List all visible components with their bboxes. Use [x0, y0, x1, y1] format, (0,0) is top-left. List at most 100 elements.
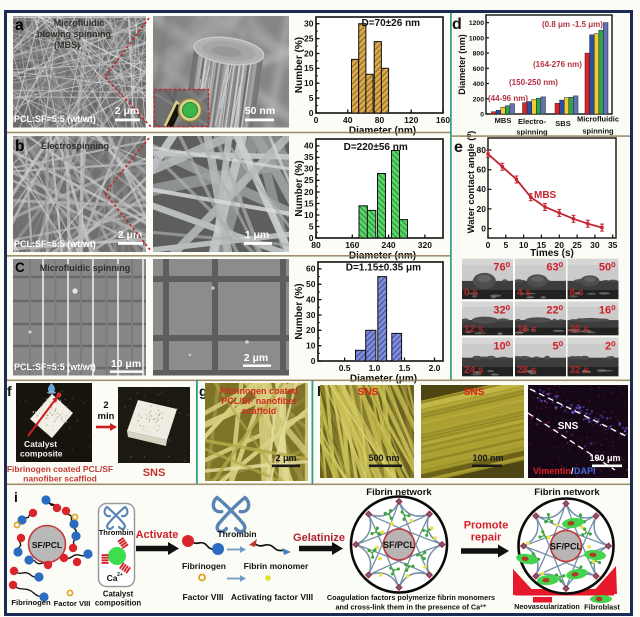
svg-text:0: 0	[309, 108, 314, 118]
svg-text:100 nm: 100 nm	[472, 453, 503, 463]
svg-text:30: 30	[304, 164, 314, 174]
svg-text:20: 20	[306, 325, 316, 335]
svg-text:Times (s): Times (s)	[530, 248, 574, 259]
svg-text:Fibrin monomer: Fibrin monomer	[244, 561, 309, 571]
svg-text:Fibrinogen: Fibrinogen	[11, 598, 51, 607]
svg-text:50: 50	[306, 279, 316, 289]
svg-text:10 μm: 10 μm	[111, 358, 141, 370]
svg-text:40: 40	[306, 294, 316, 304]
svg-text:10: 10	[304, 78, 314, 88]
svg-text:(0.8 μm -1.5 μm): (0.8 μm -1.5 μm)	[542, 20, 603, 29]
svg-text:15: 15	[304, 63, 314, 73]
svg-text:Fibrinogen: Fibrinogen	[182, 561, 226, 571]
svg-text:2: 2	[103, 400, 108, 411]
svg-text:35: 35	[608, 240, 618, 250]
svg-text:5: 5	[309, 221, 314, 231]
svg-text:and cross-link them in the pre: and cross-link them in the presence of C…	[335, 603, 486, 612]
svg-text:12 s: 12 s	[464, 324, 484, 335]
svg-text:0: 0	[314, 115, 319, 125]
svg-text:Activate: Activate	[136, 529, 179, 541]
svg-text:a: a	[15, 17, 24, 34]
svg-text:Coagulation factors polymerize: Coagulation factors polymerize fibrin mo…	[327, 593, 495, 602]
svg-text:30: 30	[304, 18, 314, 28]
svg-text:240: 240	[381, 240, 395, 250]
svg-text:(164-276 nm): (164-276 nm)	[533, 60, 582, 69]
svg-text:PCL:SF=5:5 (wt/wt): PCL:SF=5:5 (wt/wt)	[14, 239, 96, 249]
svg-text:spinning: spinning	[516, 128, 548, 137]
svg-text:Fibrin network: Fibrin network	[534, 487, 600, 498]
svg-text:20: 20	[304, 48, 314, 58]
svg-text:SNS: SNS	[358, 387, 379, 398]
svg-text:PCL/SF nanofiber: PCL/SF nanofiber	[221, 396, 297, 406]
svg-text:Neovascularization: Neovascularization	[514, 602, 580, 611]
svg-text:e: e	[454, 139, 463, 156]
svg-text:80: 80	[311, 240, 321, 250]
svg-text:/: /	[571, 466, 574, 476]
svg-text:2.0: 2.0	[429, 363, 441, 373]
svg-text:Electrospinning: Electrospinning	[41, 141, 109, 151]
svg-text:Catalyst: Catalyst	[24, 439, 57, 449]
svg-text:composite: composite	[20, 449, 63, 459]
svg-text:63⁰: 63⁰	[546, 262, 563, 274]
svg-text:MBS: MBS	[495, 116, 512, 125]
svg-text:blowing spinning: blowing spinning	[37, 29, 111, 39]
svg-text:Activating factor VIII: Activating factor VIII	[231, 592, 313, 602]
svg-text:1.0: 1.0	[369, 363, 381, 373]
svg-text:20: 20	[555, 240, 565, 250]
svg-text:0.5: 0.5	[339, 363, 351, 373]
svg-text:76⁰: 76⁰	[493, 262, 510, 274]
svg-text:16⁰: 16⁰	[599, 305, 616, 317]
svg-text:24 s: 24 s	[464, 365, 484, 376]
svg-text:10: 10	[304, 210, 314, 220]
svg-text:Promote: Promote	[464, 520, 509, 532]
svg-text:160: 160	[436, 115, 450, 125]
svg-text:Thrombin: Thrombin	[99, 528, 134, 537]
svg-text:scaffold: scaffold	[242, 406, 277, 416]
svg-text:600: 600	[473, 66, 485, 73]
svg-text:Fibroblast: Fibroblast	[584, 603, 620, 612]
svg-text:40: 40	[343, 115, 353, 125]
svg-text:15: 15	[537, 240, 547, 250]
svg-text:2 μm: 2 μm	[244, 352, 269, 364]
svg-text:22⁰: 22⁰	[546, 305, 563, 317]
svg-text:5⁰: 5⁰	[552, 341, 563, 353]
svg-text:10: 10	[519, 240, 529, 250]
svg-text:500 nm: 500 nm	[368, 453, 399, 463]
svg-text:(44-96 nm): (44-96 nm)	[488, 94, 528, 103]
svg-text:Catalyst: Catalyst	[103, 590, 134, 599]
svg-text:spinning: spinning	[582, 127, 614, 136]
svg-text:Microfluidic: Microfluidic	[577, 115, 619, 124]
svg-text:400: 400	[473, 81, 485, 88]
svg-text:2+: 2+	[117, 572, 123, 578]
svg-text:20 s: 20 s	[570, 324, 590, 335]
svg-text:Factor VIII: Factor VIII	[54, 599, 91, 608]
svg-text:30: 30	[306, 310, 316, 320]
svg-text:C: C	[15, 260, 25, 275]
svg-text:b: b	[15, 138, 24, 155]
svg-text:15: 15	[304, 198, 314, 208]
svg-text:60: 60	[306, 264, 316, 274]
svg-text:30: 30	[590, 240, 600, 250]
svg-text:g: g	[199, 383, 208, 399]
svg-text:PCL:SF=5:5 (wt/wt): PCL:SF=5:5 (wt/wt)	[14, 362, 96, 372]
svg-text:Number (%): Number (%)	[294, 160, 305, 216]
svg-text:2 μm: 2 μm	[118, 229, 143, 241]
svg-text:Diameter (nm): Diameter (nm)	[349, 126, 416, 137]
svg-text:0: 0	[480, 112, 484, 119]
svg-text:40: 40	[304, 141, 314, 151]
svg-text:Microfluidic spinning: Microfluidic spinning	[40, 263, 131, 273]
svg-text:0: 0	[486, 240, 491, 250]
svg-text:0: 0	[309, 233, 314, 243]
svg-text:MBS: MBS	[534, 190, 557, 201]
svg-text:Vimentin: Vimentin	[533, 466, 571, 476]
svg-text:80: 80	[375, 115, 385, 125]
svg-text:Water contact angle (⁰): Water contact angle (⁰)	[466, 131, 477, 234]
svg-text:SNS: SNS	[558, 421, 579, 432]
svg-text:0 s: 0 s	[464, 288, 478, 299]
svg-text:4 s: 4 s	[517, 288, 531, 299]
svg-text:min: min	[98, 411, 115, 422]
svg-text:SNS: SNS	[143, 467, 166, 479]
svg-text:50 nm: 50 nm	[245, 105, 275, 117]
svg-text:i: i	[14, 489, 18, 505]
svg-text:28 s: 28 s	[517, 365, 537, 376]
